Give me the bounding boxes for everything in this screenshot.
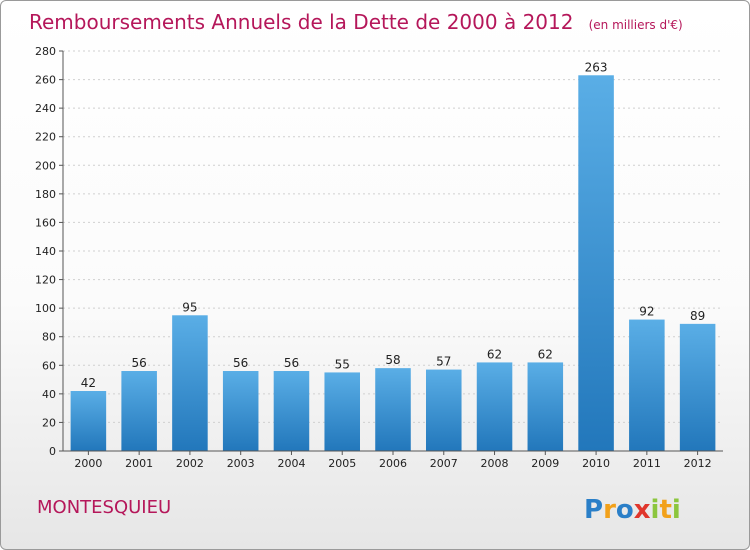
bar-2002 (172, 315, 208, 451)
data-label-2003: 56 (233, 356, 248, 370)
data-label-2009: 62 (538, 347, 553, 361)
bar-2010 (578, 75, 614, 452)
x-tick-label-2002: 2002 (176, 457, 204, 470)
x-tick-label-2012: 2012 (684, 457, 712, 470)
bar-2011 (629, 319, 665, 451)
logo-letter: P (584, 495, 603, 525)
data-label-2004: 56 (284, 356, 299, 370)
data-label-2000: 42 (81, 376, 96, 390)
data-label-2002: 95 (182, 300, 197, 314)
proxiti-logo: Proxiti (584, 495, 681, 525)
data-label-2010: 263 (585, 60, 608, 74)
data-label-2011: 92 (639, 305, 654, 319)
y-tick-label: 200 (35, 159, 56, 172)
chart-title-unit: (en milliers d'€) (589, 18, 683, 32)
logo-letter: i (651, 495, 660, 525)
x-tick-label-2009: 2009 (531, 457, 559, 470)
data-labels: 42 56 95 56 56 55 58 57 62 62 263 92 89 (81, 60, 706, 390)
x-tick-label-2005: 2005 (328, 457, 356, 470)
data-label-2008: 62 (487, 347, 502, 361)
y-tick-label: 120 (35, 274, 56, 287)
x-tick-label-2011: 2011 (633, 457, 661, 470)
y-tick-label: 60 (42, 359, 56, 372)
bars (70, 75, 716, 452)
y-tick-label: 140 (35, 245, 56, 258)
x-axis-ticks: 2000 2001 2002 2003 2004 2005 2006 2007 2008 2009… (74, 451, 712, 470)
data-label-2005: 55 (335, 357, 350, 371)
x-tick-label-2001: 2001 (125, 457, 153, 470)
bar-2008 (476, 362, 513, 451)
data-label-2012: 89 (690, 309, 705, 323)
y-tick-label: 40 (42, 388, 56, 401)
bar-2001 (121, 371, 157, 451)
y-tick-label: 100 (35, 302, 56, 315)
logo-letter: t (659, 495, 671, 525)
y-tick-label: 280 (35, 45, 56, 58)
x-tick-label-2008: 2008 (481, 457, 509, 470)
bar-2012 (679, 323, 716, 451)
x-tick-label-2004: 2004 (277, 457, 305, 470)
x-tick-label-2000: 2000 (74, 457, 102, 470)
chart-title-main: Remboursements Annuels de la Dette de 20… (29, 10, 573, 34)
bar-2009 (527, 362, 564, 451)
chart-title: Remboursements Annuels de la Dette de 20… (29, 10, 683, 34)
y-tick-label: 0 (49, 445, 56, 458)
bar-2005 (324, 372, 360, 451)
x-tick-label-2010: 2010 (582, 457, 610, 470)
logo-letter: x (634, 495, 651, 525)
data-label-2001: 56 (132, 356, 147, 370)
y-tick-label: 180 (35, 188, 56, 201)
y-tick-label: 80 (42, 331, 56, 344)
x-tick-label-2003: 2003 (227, 457, 255, 470)
y-tick-label: 240 (35, 102, 56, 115)
y-axis-ticks: 0 20 40 60 80 100 120 140 160 180 200 220 240 260 280 (35, 45, 63, 458)
logo-letter: r (603, 495, 616, 525)
commune-name: MONTESQUIEU (37, 497, 171, 518)
bar-2000 (70, 391, 107, 451)
bar-2003 (222, 371, 259, 451)
y-tick-label: 20 (42, 416, 56, 429)
bar-2007 (426, 369, 462, 451)
data-label-2007: 57 (436, 355, 451, 369)
y-tick-label: 260 (35, 74, 56, 87)
y-tick-label: 160 (35, 216, 56, 229)
bar-2006 (375, 368, 411, 451)
logo-letter: i (672, 495, 681, 525)
x-tick-label-2007: 2007 (430, 457, 458, 470)
logo-letter: o (616, 495, 634, 525)
x-tick-label-2006: 2006 (379, 457, 407, 470)
y-tick-label: 220 (35, 131, 56, 144)
data-label-2006: 58 (385, 353, 400, 367)
bar-2004 (273, 371, 310, 451)
